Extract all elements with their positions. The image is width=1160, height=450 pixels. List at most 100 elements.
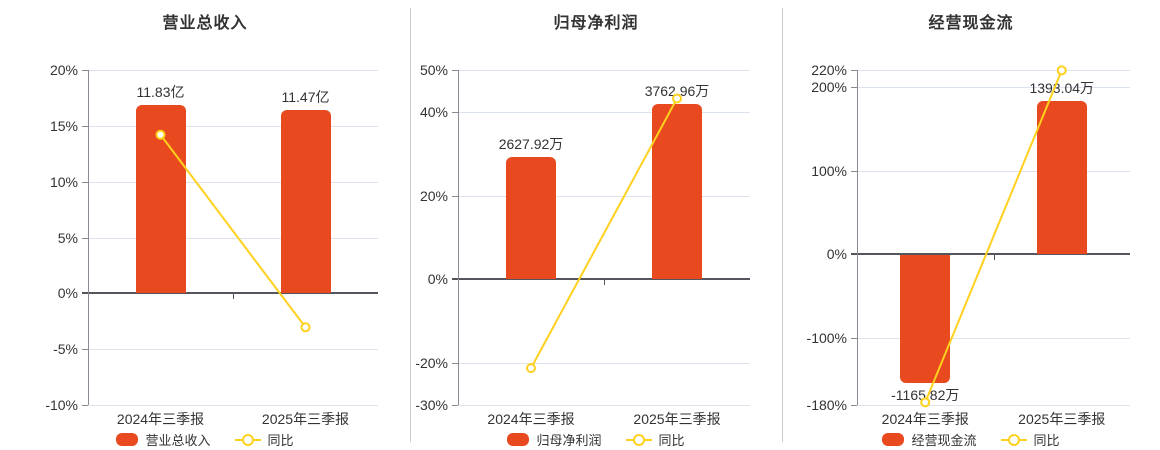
x-category-label: 2024年三季报 [116,411,205,427]
y-axis-tick [82,70,88,71]
y-axis-tick [82,405,88,406]
x-category-label: 2024年三季报 [487,411,575,427]
yoy-line [159,134,307,328]
y-axis-line [458,70,459,405]
x-category-label: 2025年三季报 [1018,411,1106,427]
y-axis-tick [851,70,857,71]
yoy-marker [920,397,931,408]
bar-value-label: 3762.96万 [644,83,710,100]
zero-axis-line [452,278,750,281]
x-axis-mid-tick [604,280,605,286]
legend-bar-label[interactable]: 归母净利润 [536,433,602,448]
x-category-label: 2025年三季报 [633,411,721,427]
legend-line-label[interactable]: 同比 [1033,433,1060,448]
legend-line-marker[interactable] [1000,433,1027,446]
y-tick-label: 20% [49,62,78,78]
chart-panel: 归母净利润 50% 40% 20% 0% -20% -30% 2627.92万 2024年三季报… [410,0,782,450]
y-tick-label: -5% [53,341,78,358]
legend-circle-glyph [1007,434,1020,446]
yoy-marker [1056,65,1067,76]
y-tick-label: 15% [49,117,78,134]
gridline [458,363,750,365]
bar-curr-period [652,104,702,280]
y-tick-label: -180% [806,397,847,413]
gridline [857,70,1130,71]
yoy-line [924,70,1063,403]
chart-panel: 营业总收入 20% 15% 10% 5% 0% -5% -10% 11.83亿 2024年三季报 1… [0,0,410,450]
yoy-line-series [526,93,682,374]
chart-panel: 经营现金流 220% 200% 100% 0% -100% -180% -1165.82万 20… [782,0,1160,450]
gridline [458,405,750,406]
y-axis-tick [452,195,458,197]
legend-bar-swatch[interactable] [116,433,139,446]
zero-axis-line [851,253,1130,256]
y-tick-label: 0% [57,285,78,302]
y-axis-line [88,70,89,405]
bar-value-label: 11.47亿 [281,89,330,106]
y-axis-tick [851,170,857,172]
gridline [458,195,750,197]
y-axis-tick [452,111,458,113]
legend: 经营现金流 同比 [782,430,1160,449]
y-tick-label: -10% [45,397,78,413]
legend-line-marker[interactable] [625,433,652,446]
gridline [88,181,378,183]
y-axis-tick [82,125,88,127]
chart-title: 营业总收入 [162,15,248,32]
y-axis-tick [452,405,458,406]
y-tick-label: 200% [811,78,847,95]
yoy-line-series [155,129,311,333]
y-tick-label: 100% [811,162,847,179]
bar-value-label: 2627.92万 [498,136,564,153]
y-tick-label: -20% [415,355,448,372]
y-tick-label: 20% [419,187,448,204]
y-axis-tick [82,181,88,183]
yoy-line [530,98,678,369]
gridline [857,170,1130,172]
gridline [88,237,378,239]
y-axis-line [857,70,858,405]
panel-separator [410,8,411,442]
y-axis-tick [452,70,458,71]
bar-curr-period [280,110,331,294]
y-tick-label: -30% [415,397,448,413]
panel-separator [782,8,783,442]
y-tick-label: 50% [419,62,448,78]
y-tick-label: 10% [49,173,78,190]
legend-line-label[interactable]: 同比 [658,433,685,448]
y-axis-tick [82,349,88,351]
y-tick-label: -100% [806,330,847,346]
bar-value-label: 11.83亿 [136,83,185,100]
yoy-marker [672,93,682,104]
y-axis-tick [851,405,857,406]
gridline [88,405,378,406]
y-axis-tick [452,363,458,365]
yoy-marker [155,129,166,140]
bar-curr-period [1036,101,1087,255]
y-tick-label: 0% [826,246,847,263]
legend-bar-label[interactable]: 经营现金流 [911,433,977,448]
yoy-marker [526,363,536,374]
y-axis-tick [851,86,857,88]
yoy-marker [300,322,311,333]
gridline [857,86,1130,88]
legend-line-label[interactable]: 同比 [267,433,294,448]
y-tick-label: 220% [811,62,847,78]
legend-bar-label[interactable]: 营业总收入 [145,433,211,448]
gridline [88,70,378,71]
legend: 归母净利润 同比 [410,430,782,449]
chart-title: 归母净利润 [553,15,639,32]
bar-value-label: -1165.82万 [891,387,960,404]
y-tick-label: 0% [427,271,448,288]
legend-bar-swatch[interactable] [882,433,905,446]
x-category-label: 2025年三季报 [261,411,350,427]
y-tick-label: 40% [419,103,448,120]
legend-bar-swatch[interactable] [507,433,530,446]
gridline [458,111,750,113]
gridline [88,125,378,127]
x-category-label: 2024年三季报 [881,411,969,427]
legend-line-marker[interactable] [234,433,261,446]
x-axis-mid-tick [993,255,995,261]
chart-title: 经营现金流 [928,15,1014,32]
